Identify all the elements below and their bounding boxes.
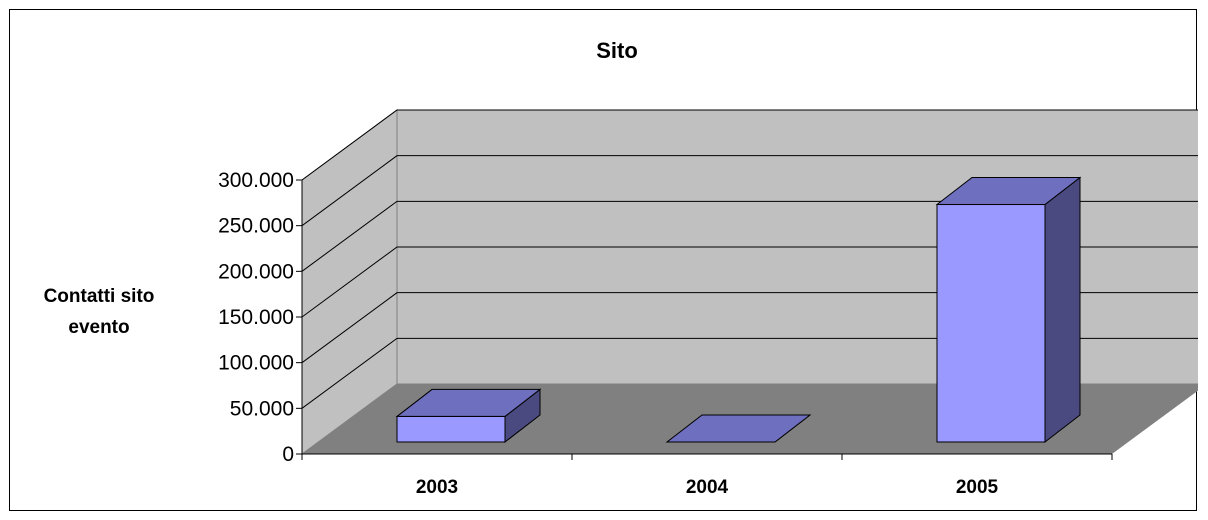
bar-front bbox=[936, 204, 1046, 443]
y-tick-label: 200.000 bbox=[218, 260, 294, 283]
bar-2003 bbox=[395, 388, 542, 444]
gridline bbox=[301, 109, 1198, 181]
gridline bbox=[301, 155, 1198, 227]
gridline bbox=[301, 200, 1198, 272]
x-tick-label: 2004 bbox=[686, 477, 729, 498]
y-axis-label-line: evento bbox=[68, 317, 129, 338]
axes bbox=[296, 179, 1113, 460]
y-tick-labels: 0 50.000 100.000 150.000 200.000 250.000 300.0… bbox=[218, 169, 294, 466]
y-tick-label: 300.000 bbox=[218, 169, 294, 192]
bar-side bbox=[1044, 176, 1081, 444]
x-tick-labels: 2003 2004 2005 bbox=[416, 477, 999, 498]
y-axis-label: Contatti sito evento bbox=[44, 286, 155, 338]
bar-top bbox=[935, 177, 1082, 206]
bars bbox=[395, 176, 1082, 444]
y-tick-label: 250.000 bbox=[218, 215, 294, 238]
chart-frame: 0 50.000 100.000 150.000 200.000 250.000 300.0… bbox=[9, 9, 1198, 511]
x-tick-label: 2003 bbox=[416, 477, 458, 498]
bar-chart-3d: 0 50.000 100.000 150.000 200.000 250.000 300.0… bbox=[44, 38, 1198, 498]
y-tick-label: 50.000 bbox=[230, 397, 294, 420]
y-axis-label-line: Contatti sito bbox=[44, 286, 155, 307]
y-tick-label: 150.000 bbox=[218, 306, 294, 329]
bar-top bbox=[395, 388, 542, 417]
bar-top bbox=[665, 414, 812, 443]
y-tick-label: 0 bbox=[282, 443, 294, 466]
x-tick-label: 2005 bbox=[956, 477, 999, 498]
bar-2005 bbox=[935, 176, 1082, 444]
chart-title: Sito bbox=[596, 38, 638, 63]
bar-2004 bbox=[665, 414, 812, 443]
y-tick-label: 100.000 bbox=[218, 352, 294, 375]
bar-front bbox=[396, 415, 506, 443]
